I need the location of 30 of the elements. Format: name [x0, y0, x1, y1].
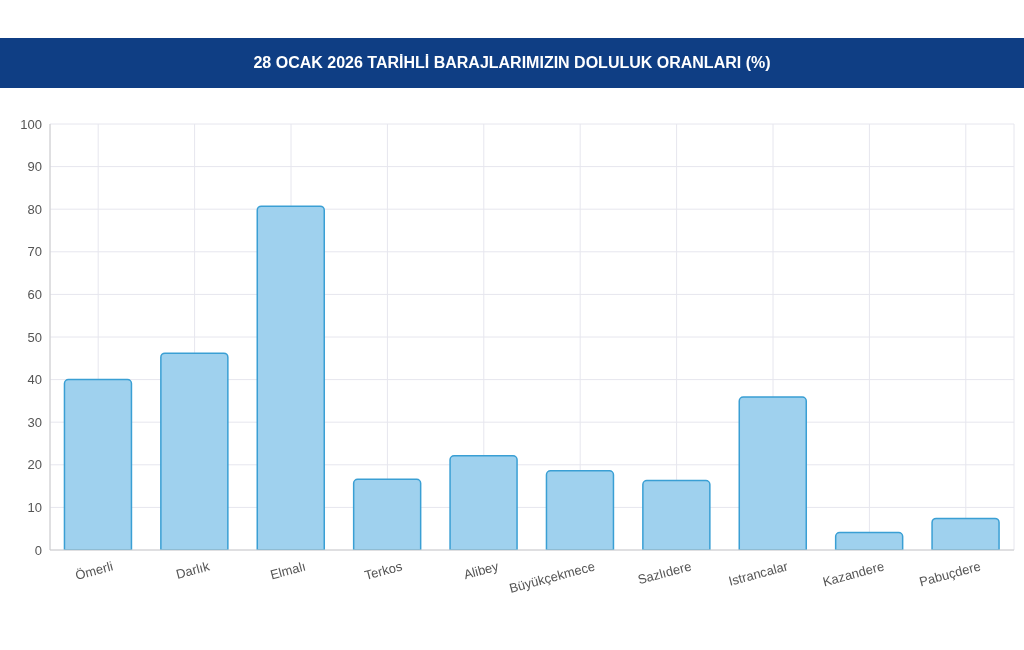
y-tick-label: 60 [27, 287, 42, 303]
bar [449, 455, 518, 550]
y-tick-label: 50 [27, 329, 42, 345]
bar [256, 205, 326, 550]
y-tick-label: 10 [27, 500, 42, 516]
y-tick-label: 90 [27, 159, 42, 175]
x-tick-label: Kazandere [821, 558, 886, 590]
x-tick-label: Sazlıdere [636, 558, 693, 588]
bar [160, 352, 229, 550]
x-tick-label: Pabuçdere [917, 558, 983, 590]
bar [738, 396, 808, 550]
y-tick-label: 30 [27, 414, 42, 430]
bar [545, 470, 615, 550]
bar [931, 517, 1000, 550]
y-tick-label: 100 [20, 116, 42, 132]
y-tick-label: 40 [27, 372, 42, 388]
x-tick-label: Ömerli [73, 558, 115, 583]
x-tick-label: Terkos [362, 558, 405, 583]
chart-title: 28 OCAK 2026 TARİHLİ BARAJLARIMIZIN DOLULUK ORANLARI (%) [0, 38, 1024, 88]
bar [834, 531, 904, 550]
x-tick-label: Darlık [174, 558, 212, 582]
y-tick-label: 70 [27, 244, 42, 260]
y-tick-label: 0 [34, 542, 42, 558]
x-tick-label: Elmalı [268, 558, 308, 583]
x-tick-label: Alibey [462, 558, 501, 583]
bar [642, 479, 711, 550]
bar [63, 378, 133, 550]
bar [352, 478, 422, 550]
y-tick-label: 80 [27, 201, 42, 217]
y-tick-label: 20 [27, 457, 42, 473]
